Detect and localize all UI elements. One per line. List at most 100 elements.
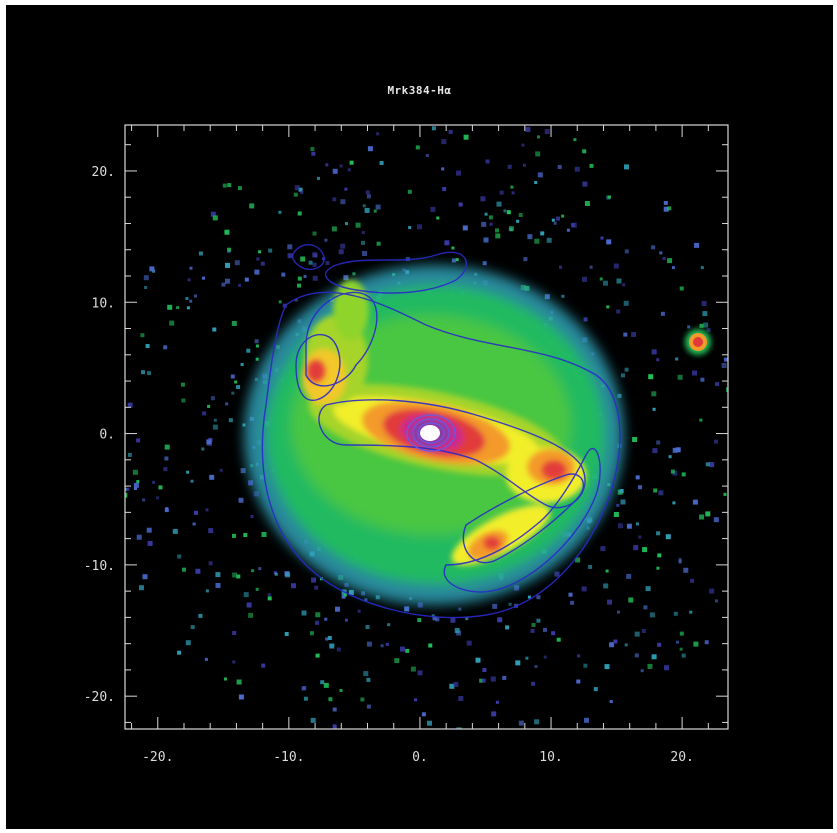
noise-pixel [156,496,160,500]
noise-pixel [340,199,346,205]
noise-pixel [657,553,662,558]
noise-pixel [679,286,684,291]
noise-pixel [732,597,735,600]
noise-pixel [543,627,547,632]
noise-pixel [366,677,371,682]
noise-pixel [647,663,653,669]
noise-pixel [575,557,581,563]
noise-pixel [534,665,538,668]
noise-pixel [332,197,337,202]
noise-pixel [482,668,487,672]
noise-pixel [102,526,106,530]
noise-pixel [237,186,242,191]
noise-pixel [194,510,198,515]
noise-pixel [261,663,266,668]
noise-pixel [521,143,525,147]
noise-pixel [343,275,349,281]
noise-pixel [361,240,365,245]
noise-pixel [300,256,306,262]
noise-pixel [236,385,241,389]
noise-pixel [210,211,216,217]
noise-pixel [626,573,632,579]
noise-pixel [484,212,488,216]
noise-pixel [454,628,460,633]
noise-pixel [367,146,373,152]
noise-pixel [608,195,611,199]
noise-pixel [284,632,289,636]
noise-pixel [694,242,700,248]
noise-pixel [699,418,703,422]
noise-pixel [125,487,127,491]
noise-pixel [431,614,435,618]
x-tick-label: 0. [412,750,428,765]
noise-pixel [490,676,496,682]
noise-pixel [242,423,246,427]
noise-pixel [589,163,594,168]
noise-pixel [531,681,536,686]
noise-pixel [681,653,686,658]
noise-pixel [699,514,705,520]
noise-pixel [690,578,695,583]
noise-pixel [182,567,186,572]
noise-pixel [311,577,317,583]
noise-pixel [331,226,337,232]
noise-pixel [107,334,110,337]
noise-pixel [190,625,195,630]
noise-pixel [435,617,440,622]
noise-pixel [544,294,550,300]
noise-pixel [511,191,515,195]
noise-pixel [314,254,318,258]
noise-pixel [444,240,450,246]
noise-pixel [456,170,461,176]
noise-pixel [658,490,664,496]
noise-pixel [176,306,180,310]
noise-pixel [302,686,307,690]
noise-pixel [327,636,332,640]
noise-pixel [466,640,472,646]
noise-pixel [536,618,541,623]
noise-pixel [206,439,212,445]
noise-pixel [705,462,710,467]
noise-pixel [394,658,400,664]
noise-pixel [198,251,203,256]
noise-pixel [701,301,707,306]
noise-pixel [109,553,112,556]
noise-pixel [255,357,259,361]
noise-pixel [248,480,254,486]
noise-pixel [256,257,260,261]
noise-pixel [332,168,338,174]
plot-title: Mrk384-Hα [387,84,452,97]
noise-pixel [335,606,340,612]
noise-pixel [417,618,422,623]
noise-pixel [556,216,560,221]
noise-pixel [726,387,728,393]
noise-pixel [481,221,487,227]
noise-pixel [527,234,533,240]
noise-pixel [616,309,621,314]
noise-pixel [651,654,657,660]
noise-pixel [133,482,139,488]
noise-pixel [645,586,651,592]
noise-pixel [605,569,609,573]
noise-pixel [425,154,429,157]
noise-pixel [752,336,755,339]
noise-pixel [683,567,689,573]
noise-pixel [523,257,528,262]
noise-pixel [324,238,328,242]
noise-pixel [561,214,565,218]
noise-pixel [225,402,229,406]
noise-pixel [361,591,366,596]
noise-pixel [236,574,241,579]
noise-pixel [640,669,644,673]
noise-pixel [234,380,238,384]
noise-pixel [195,568,201,574]
noise-pixel [641,629,646,633]
noise-pixel [624,643,628,647]
noise-pixel [420,119,424,123]
noise-pixel [227,183,232,188]
noise-pixel [515,660,521,666]
noise-pixel [736,575,741,580]
noise-pixel [500,733,505,738]
noise-pixel [315,653,320,658]
noise-pixel [249,203,255,209]
